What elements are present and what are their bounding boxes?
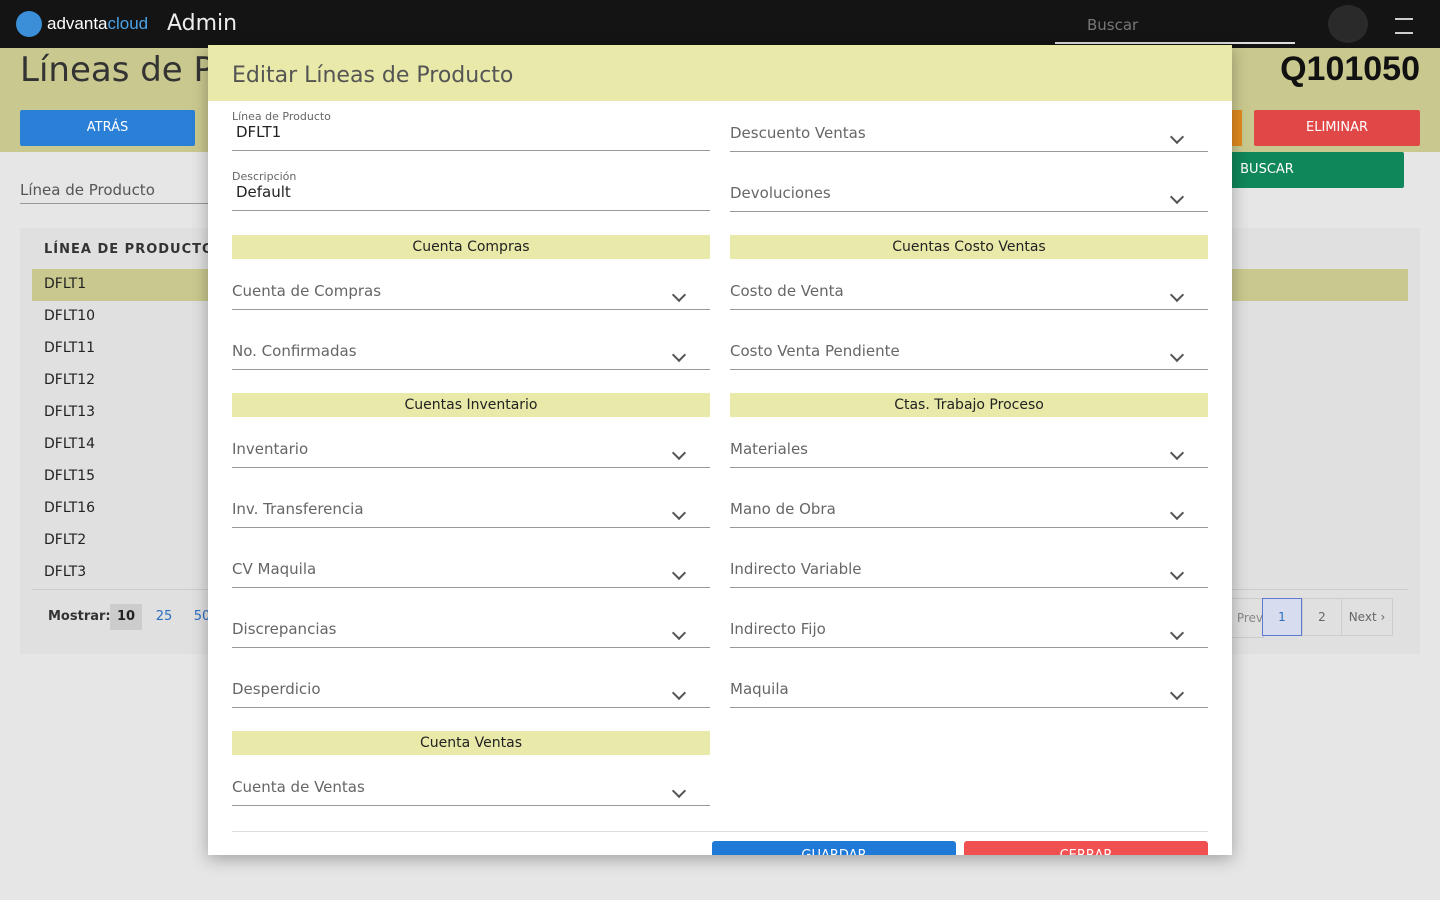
field-label: Línea de Producto	[232, 110, 331, 123]
select[interactable]: Cuenta de Compras	[232, 282, 710, 310]
brand-a: advanta	[47, 14, 108, 33]
table-row[interactable]: DFLT10	[44, 308, 96, 324]
navbar: advantacloud Admin Buscar	[0, 0, 1440, 48]
field-label: Descripción	[232, 170, 297, 183]
modal-divider	[232, 831, 1208, 832]
table-row[interactable]: DFLT11	[44, 340, 96, 356]
table-row[interactable]: DFLT16	[44, 500, 96, 516]
next-button[interactable]: Next ›	[1341, 598, 1393, 636]
logo-icon	[16, 11, 42, 37]
bell-button[interactable]	[1328, 5, 1368, 43]
select[interactable]: Desperdicio	[232, 680, 710, 708]
menu-button[interactable]	[1395, 18, 1413, 34]
page-button[interactable]: 1	[1262, 598, 1302, 636]
select[interactable]: Descuento Ventas	[730, 124, 1208, 152]
select[interactable]: Inventario	[232, 440, 710, 468]
show-label: Mostrar:	[48, 609, 111, 624]
page-size[interactable]: 10	[110, 604, 142, 630]
text-input[interactable]: DFLT1	[232, 123, 710, 151]
search-box[interactable]: Buscar	[1055, 6, 1295, 44]
modal: Editar Líneas de Producto Línea de Produc…	[208, 45, 1232, 855]
select[interactable]: Indirecto Variable	[730, 560, 1208, 588]
brand-b: cloud	[107, 14, 149, 33]
table-header: LÍNEA DE PRODUCTO	[44, 242, 215, 257]
select[interactable]: Cuenta de Ventas	[232, 778, 710, 806]
section-header: Cuenta Compras	[232, 235, 710, 259]
table-row[interactable]: DFLT12	[44, 372, 96, 388]
select[interactable]: Inv. Transferencia	[232, 500, 710, 528]
select[interactable]: Costo de Venta	[730, 282, 1208, 310]
select[interactable]: Devoluciones	[730, 184, 1208, 212]
table-row[interactable]: DFLT14	[44, 436, 96, 452]
save-button[interactable]: GUARDAR	[712, 841, 956, 855]
brand: advantacloud	[47, 14, 148, 34]
section-header: Cuentas Costo Ventas	[730, 235, 1208, 259]
table-row[interactable]: DFLT1	[44, 276, 87, 292]
table-row[interactable]: DFLT13	[44, 404, 96, 420]
text-input[interactable]: Default	[232, 183, 710, 211]
select[interactable]: Indirecto Fijo	[730, 620, 1208, 648]
back-button[interactable]: ATRÁS	[20, 110, 195, 146]
select[interactable]: Maquila	[730, 680, 1208, 708]
table-row[interactable]: DFLT2	[44, 532, 87, 548]
select[interactable]: Mano de Obra	[730, 500, 1208, 528]
section-title: Admin	[167, 11, 238, 36]
section-header: Cuenta Ventas	[232, 731, 710, 755]
modal-header	[208, 45, 1232, 101]
close-button[interactable]: CERRAR	[964, 841, 1208, 855]
page-size[interactable]: 25	[155, 609, 173, 624]
select[interactable]: Materiales	[730, 440, 1208, 468]
select[interactable]: Costo Venta Pendiente	[730, 342, 1208, 370]
select[interactable]: No. Confirmadas	[232, 342, 710, 370]
select[interactable]: CV Maquila	[232, 560, 710, 588]
filter-label: Línea de Producto	[20, 181, 210, 204]
select[interactable]: Discrepancias	[232, 620, 710, 648]
record-code: Q101050	[1280, 50, 1420, 88]
table-row[interactable]: DFLT15	[44, 468, 96, 484]
modal-title: Editar Líneas de Producto	[232, 63, 514, 88]
table-row[interactable]: DFLT3	[44, 564, 87, 580]
delete-button[interactable]: ELIMINAR	[1254, 110, 1420, 146]
page-button[interactable]: 2	[1302, 598, 1342, 636]
section-header: Ctas. Trabajo Proceso	[730, 393, 1208, 417]
section-header: Cuentas Inventario	[232, 393, 710, 417]
page-size[interactable]: 50	[193, 609, 211, 624]
